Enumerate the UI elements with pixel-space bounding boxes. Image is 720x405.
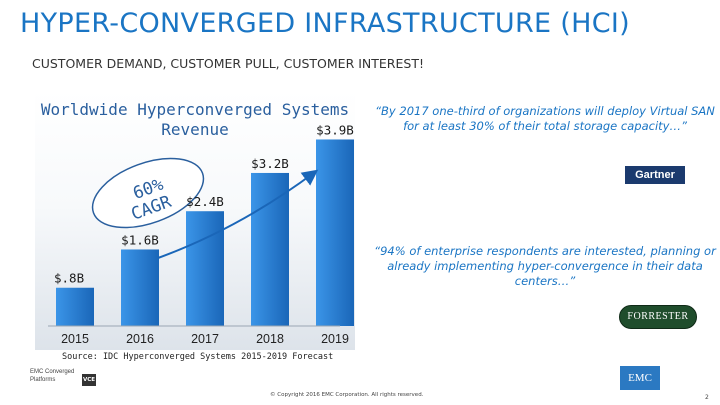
vce-logo-text: EMC Converged Platforms: [30, 368, 74, 384]
vce-logo: EMC Converged Platforms VCE: [30, 368, 98, 392]
tick-label-2018: 2018: [256, 332, 284, 346]
forrester-quote: “94% of enterprise respondents are inter…: [374, 244, 716, 288]
gartner-quote: “By 2017 one-third of organizations will…: [375, 104, 715, 133]
chart-source-note: Source: IDC Hyperconverged Systems 2015-…: [62, 352, 334, 362]
bar-2019: [316, 139, 354, 326]
slide-subtitle: CUSTOMER DEMAND, CUSTOMER PULL, CUSTOMER…: [32, 56, 424, 71]
tick-label-2019: 2019: [321, 332, 349, 346]
value-label-2016: $1.6B: [121, 232, 159, 247]
trend-arrow: [157, 169, 319, 259]
copyright-notice: © Copyright 2016 EMC Corporation. All ri…: [270, 392, 424, 398]
page-number: 2: [705, 394, 709, 401]
vce-logo-line1: EMC Converged: [30, 369, 75, 375]
value-label-2017: $2.4B: [186, 194, 224, 209]
tick-label-2015: 2015: [61, 332, 89, 346]
bar-2016: [121, 249, 159, 326]
forrester-logo: FORRESTER: [619, 305, 697, 329]
bar-2017: [186, 211, 224, 326]
bar-2015: [56, 287, 94, 326]
vce-logo-line2: Platforms: [30, 377, 56, 383]
tick-label-2016: 2016: [126, 332, 154, 346]
value-label-2015: $.8B: [54, 271, 84, 286]
tick-label-2017: 2017: [191, 332, 219, 346]
value-label-2018: $3.2B: [251, 156, 289, 171]
vce-badge: VCE: [82, 374, 96, 386]
chart-title: Worldwide Hyperconverged Systems Revenue: [40, 100, 350, 139]
gartner-logo: Gartner: [625, 166, 685, 184]
value-label-2019: $3.9B: [316, 122, 354, 137]
emc-logo: EMC: [620, 366, 660, 390]
bar-2018: [251, 172, 289, 326]
slide-title: HYPER-CONVERGED INFRASTRUCTURE (HCI): [20, 8, 630, 39]
cagr-ellipse: [91, 157, 205, 229]
